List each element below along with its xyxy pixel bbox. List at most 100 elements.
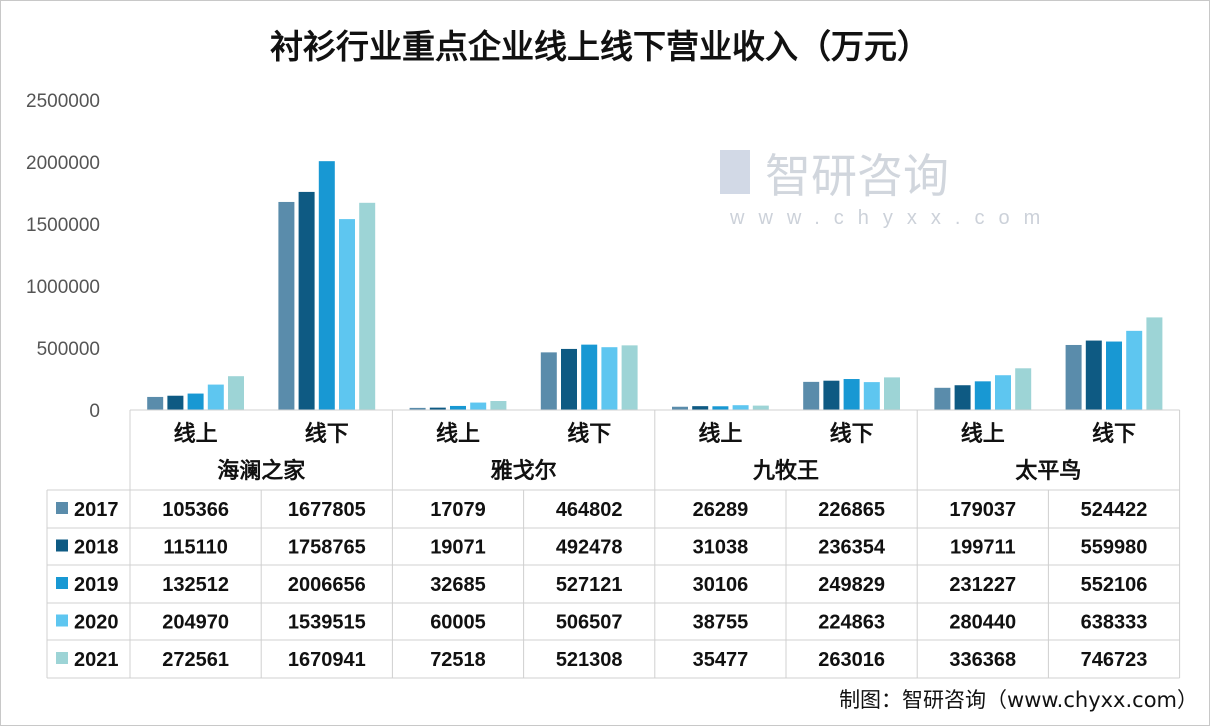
bar-2018-太平鸟-线下 — [1085, 340, 1102, 410]
watermark: 智研咨询 www.chyxx.com — [720, 149, 1054, 229]
x-sub-label: 线下 — [1092, 421, 1136, 447]
data-label: 17079 — [430, 499, 486, 521]
watermark-logo-icon — [720, 150, 750, 194]
data-label: 492478 — [556, 537, 623, 559]
bar-2019-雅戈尔-线下 — [581, 344, 598, 410]
y-tick-label: 2500000 — [26, 91, 100, 112]
x-sub-label: 线下 — [305, 421, 349, 447]
legend-label-2019: 2019 — [74, 574, 119, 596]
bar-2021-海澜之家-线上 — [228, 376, 244, 410]
data-label: 204970 — [162, 612, 229, 634]
data-label: 199711 — [950, 537, 1016, 559]
y-tick-label: 0 — [89, 401, 100, 422]
data-label: 1670941 — [288, 649, 366, 671]
bar-2018-雅戈尔-线下 — [561, 348, 577, 410]
data-label: 115110 — [163, 537, 228, 559]
legend-label-2017: 2017 — [74, 499, 119, 521]
bar-2018-太平鸟-线上 — [954, 385, 971, 410]
bar-2021-太平鸟-线下 — [1146, 317, 1163, 410]
bar-2017-海澜之家-线下 — [278, 201, 295, 410]
bar-2019-太平鸟-线上 — [974, 381, 991, 410]
data-label: 132512 — [162, 574, 229, 596]
data-label: 30106 — [693, 574, 749, 596]
data-label: 19071 — [430, 537, 486, 559]
bar-2018-海澜之家-线下 — [298, 191, 315, 410]
x-sub-label: 线下 — [830, 421, 874, 447]
bar-2018-海澜之家-线上 — [167, 395, 184, 410]
bar-2020-九牧王-线上 — [732, 405, 749, 410]
x-sub-label: 线上 — [961, 421, 1005, 447]
bar-2021-太平鸟-线上 — [1015, 368, 1032, 410]
bar-2019-雅戈尔-线上 — [450, 405, 466, 410]
data-label: 280440 — [949, 612, 1016, 634]
data-label: 552106 — [1081, 574, 1148, 596]
legend-label-2021: 2021 — [74, 649, 119, 671]
bar-2019-太平鸟-线下 — [1106, 341, 1122, 410]
watermark-url: www.chyxx.com — [729, 207, 1054, 229]
bar-2021-雅戈尔-线下 — [621, 345, 638, 410]
bar-2018-九牧王-线下 — [823, 380, 840, 410]
x-group-label: 太平鸟 — [1015, 458, 1081, 484]
data-label: 506507 — [556, 612, 623, 634]
data-label: 638333 — [1081, 612, 1148, 634]
bar-2017-太平鸟-线上 — [934, 387, 951, 410]
chart-title: 衬衫行业重点企业线上线下营业收入（万元） — [270, 27, 930, 66]
x-group-label: 九牧王 — [752, 458, 819, 484]
data-label: 224863 — [818, 612, 885, 634]
y-tick-label: 1000000 — [26, 277, 100, 298]
bar-2017-雅戈尔-线下 — [540, 352, 557, 410]
bar-2020-海澜之家-线上 — [207, 384, 224, 410]
legend-swatch-2017 — [56, 502, 68, 514]
data-label: 179037 — [949, 499, 1016, 521]
data-label: 31038 — [693, 537, 749, 559]
bar-2020-太平鸟-线上 — [995, 375, 1011, 410]
data-label: 249829 — [818, 574, 885, 596]
bar-2021-九牧王-线下 — [884, 377, 900, 410]
y-tick-label: 500000 — [37, 339, 100, 360]
data-label: 105366 — [162, 499, 229, 521]
bar-2017-九牧王-线下 — [803, 381, 820, 410]
bar-2017-太平鸟-线下 — [1065, 344, 1082, 410]
legend-label-2018: 2018 — [74, 537, 119, 559]
data-label: 263016 — [818, 649, 885, 671]
bar-2019-海澜之家-线下 — [318, 161, 335, 410]
x-sub-label: 线上 — [436, 421, 480, 447]
bar-2019-九牧王-线上 — [712, 406, 729, 410]
data-label: 1539515 — [288, 612, 366, 634]
data-label: 524422 — [1081, 499, 1148, 521]
data-label: 32685 — [430, 574, 486, 596]
x-group-label: 海澜之家 — [217, 458, 306, 484]
bar-2017-海澜之家-线上 — [147, 396, 164, 410]
data-label: 35477 — [693, 649, 749, 671]
x-sub-label: 线下 — [567, 421, 611, 447]
legend-swatch-2020 — [56, 614, 68, 627]
x-sub-label: 线上 — [174, 421, 218, 447]
data-label: 464802 — [556, 499, 623, 521]
y-tick-label: 1500000 — [26, 215, 100, 236]
data-label: 236354 — [818, 537, 886, 559]
bar-2020-九牧王-线下 — [863, 382, 880, 410]
legend-swatch-2018 — [56, 539, 68, 552]
y-tick-label: 2000000 — [26, 153, 100, 174]
bar-2021-九牧王-线上 — [752, 405, 769, 410]
x-sub-label: 线上 — [698, 421, 742, 447]
data-label: 38755 — [693, 612, 749, 634]
data-label: 60005 — [430, 612, 486, 634]
bar-2021-雅戈尔-线上 — [490, 401, 507, 410]
legend-swatch-2021 — [56, 652, 68, 664]
data-label: 521308 — [556, 649, 623, 671]
legend-swatch-2019 — [56, 577, 68, 589]
bar-2017-九牧王-线上 — [672, 406, 688, 410]
data-label: 746723 — [1081, 649, 1148, 671]
data-label: 26289 — [693, 499, 749, 521]
data-label: 559980 — [1081, 537, 1148, 559]
data-label: 1758765 — [288, 537, 366, 559]
data-label: 272561 — [162, 649, 229, 671]
bar-2020-海澜之家-线下 — [339, 219, 355, 410]
data-label: 527121 — [556, 574, 623, 596]
data-label: 1677805 — [288, 499, 366, 521]
legend-label-2020: 2020 — [74, 612, 119, 634]
bars — [147, 161, 1163, 410]
source-note: 制图：智研咨询（www.chyxx.com） — [839, 688, 1198, 712]
